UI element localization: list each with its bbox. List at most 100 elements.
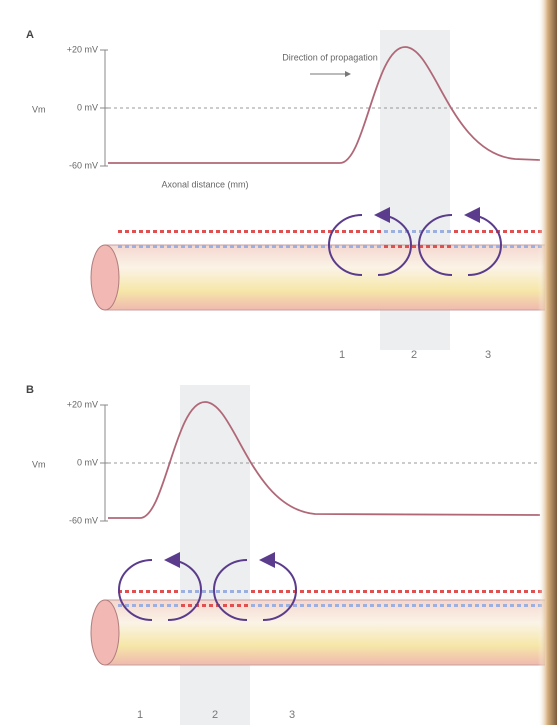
charge	[377, 245, 381, 248]
charge	[181, 230, 185, 233]
charge	[132, 590, 136, 593]
charge	[146, 604, 150, 607]
charge	[482, 245, 486, 248]
charge	[293, 230, 297, 233]
charge	[146, 230, 150, 233]
current-loop	[259, 552, 297, 621]
axon	[105, 600, 545, 665]
charge	[384, 604, 388, 607]
charge	[433, 245, 437, 248]
charge	[503, 590, 507, 593]
charge	[349, 245, 353, 248]
panel-label: A	[26, 29, 34, 41]
charge	[517, 590, 521, 593]
charge	[363, 230, 367, 233]
charge	[524, 604, 528, 607]
charge	[314, 245, 318, 248]
charge	[160, 604, 164, 607]
charge	[132, 604, 136, 607]
charge	[398, 230, 402, 233]
charge	[398, 590, 402, 593]
charge	[321, 245, 325, 248]
charge	[230, 245, 234, 248]
charge	[482, 230, 486, 233]
charge	[146, 245, 150, 248]
charge	[510, 230, 514, 233]
charge	[328, 590, 332, 593]
vm-label: Vm	[32, 459, 46, 469]
charge	[279, 590, 283, 593]
charge	[139, 245, 143, 248]
charge	[251, 230, 255, 233]
charge	[468, 230, 472, 233]
charge	[398, 604, 402, 607]
charge	[363, 245, 367, 248]
charge	[342, 604, 346, 607]
charge	[531, 590, 535, 593]
charge	[216, 230, 220, 233]
charge	[482, 590, 486, 593]
charge	[300, 604, 304, 607]
y-label: 0 mV	[77, 102, 98, 112]
charge	[265, 590, 269, 593]
charge	[293, 245, 297, 248]
charge	[251, 590, 255, 593]
charge	[524, 245, 528, 248]
charge	[125, 590, 129, 593]
charge	[279, 604, 283, 607]
charge	[489, 590, 493, 593]
charge	[307, 590, 311, 593]
charge	[419, 604, 423, 607]
charge	[223, 604, 227, 607]
charge	[454, 604, 458, 607]
charge	[440, 230, 444, 233]
charge	[461, 590, 465, 593]
current-loop	[464, 207, 502, 276]
charge	[531, 230, 535, 233]
charge	[475, 604, 479, 607]
charge	[202, 604, 206, 607]
charge	[342, 230, 346, 233]
charge	[440, 604, 444, 607]
charge	[426, 590, 430, 593]
charge	[517, 230, 521, 233]
charge	[496, 590, 500, 593]
charge	[510, 590, 514, 593]
charge	[125, 230, 129, 233]
charge	[356, 230, 360, 233]
charge	[391, 604, 395, 607]
charge	[202, 245, 206, 248]
charge	[237, 245, 241, 248]
charge	[132, 230, 136, 233]
charge	[335, 590, 339, 593]
charge	[146, 590, 150, 593]
charge	[377, 590, 381, 593]
charge	[468, 245, 472, 248]
charge	[209, 604, 213, 607]
charge	[475, 230, 479, 233]
charge	[181, 604, 185, 607]
panel: B +20 mV 0 mV -60 mV Vm 1 2 3	[26, 384, 545, 725]
charge	[377, 604, 381, 607]
charge	[272, 245, 276, 248]
charge	[426, 245, 430, 248]
charge	[202, 590, 206, 593]
charge	[454, 590, 458, 593]
charge	[363, 604, 367, 607]
charge	[398, 245, 402, 248]
charge	[433, 604, 437, 607]
charge	[272, 230, 276, 233]
charge	[139, 590, 143, 593]
charge	[174, 590, 178, 593]
charge	[251, 604, 255, 607]
propagation-label: Direction of propagation	[282, 52, 378, 62]
charge	[363, 590, 367, 593]
charge	[405, 590, 409, 593]
panels: A +20 mV 0 mV -60 mV Vm Direction of propagat…	[26, 29, 545, 725]
charge	[230, 590, 234, 593]
charge	[188, 590, 192, 593]
charge	[244, 604, 248, 607]
charge	[314, 230, 318, 233]
charge	[510, 245, 514, 248]
